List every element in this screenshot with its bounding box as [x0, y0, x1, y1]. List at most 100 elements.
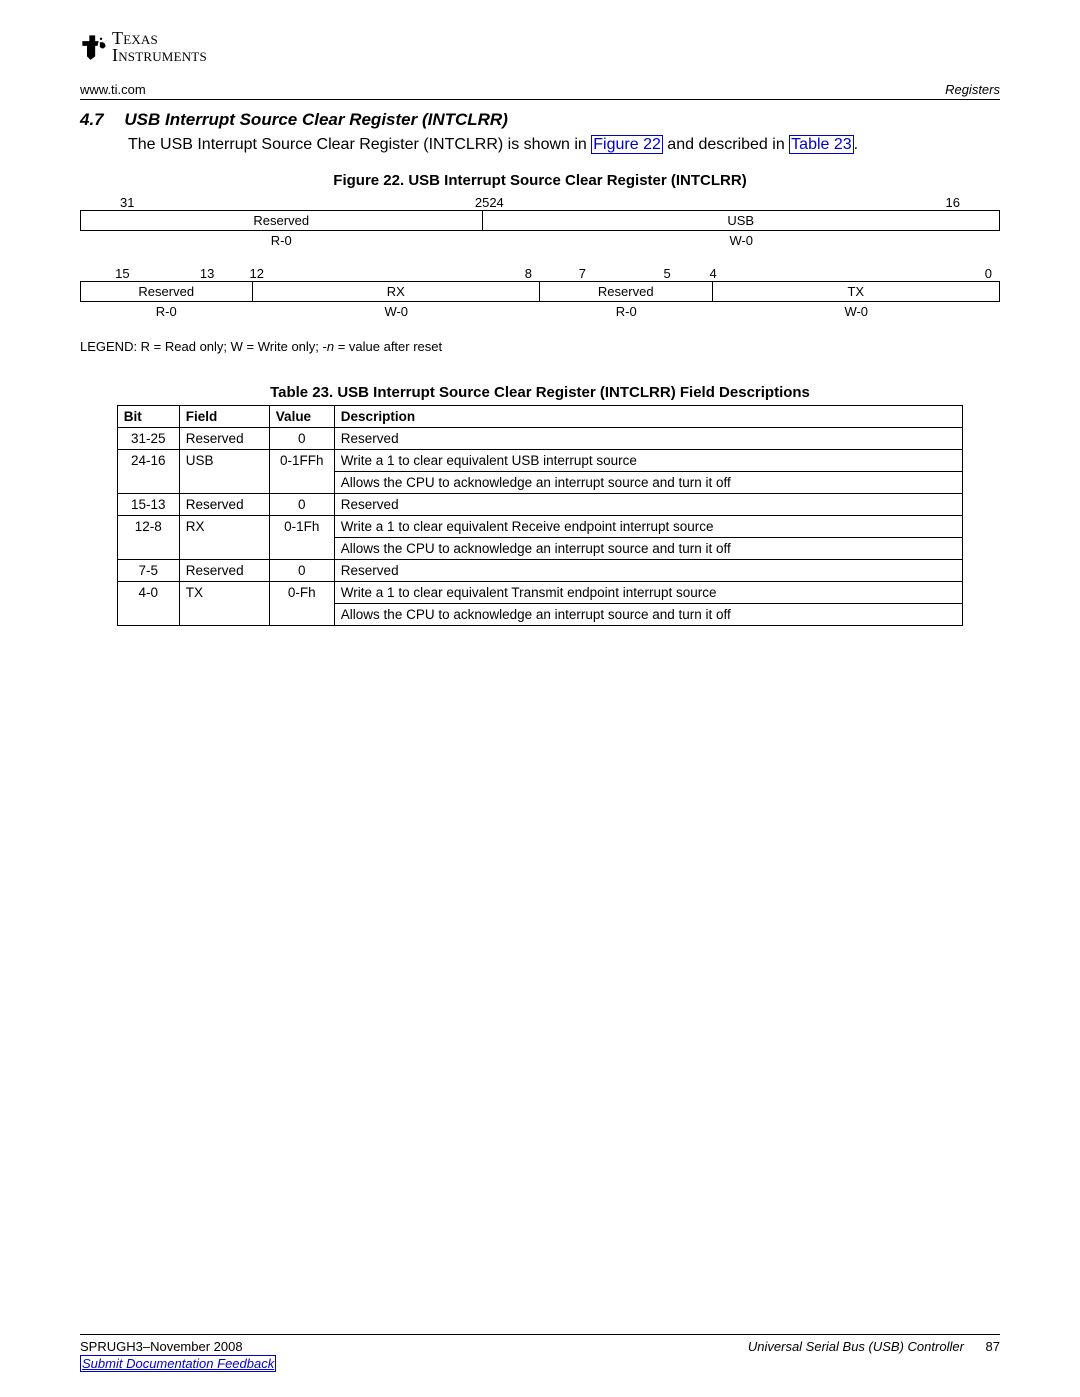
bit-15: 15 [80, 266, 165, 281]
legend-n: n [327, 339, 334, 354]
cell-value: 0-Fh [269, 582, 334, 626]
cell-value: 0-1Fh [269, 516, 334, 560]
bit-labels-row2: 15 13 12 8 7 5 4 0 [80, 266, 1000, 281]
cell-bit: 15-13 [117, 494, 179, 516]
footer-title-text: Universal Serial Bus (USB) Controller [748, 1339, 964, 1354]
bit-25: 25 [475, 195, 489, 210]
bit-5: 5 [625, 266, 710, 281]
footer-doc-id: SPRUGH3–November 2008 [80, 1339, 243, 1354]
cell-desc: Write a 1 to clear equivalent USB interr… [334, 450, 962, 472]
field-descriptions-table: Bit Field Value Description 31-25Reserve… [117, 405, 963, 626]
cell-bit: 4-0 [117, 582, 179, 626]
rw-reserved-31-25: R-0 [80, 231, 483, 248]
logo-line2: Instruments [112, 47, 207, 64]
cell-value: 0 [269, 560, 334, 582]
cell-field: Reserved [179, 560, 269, 582]
figure-title: Figure 22. USB Interrupt Source Clear Re… [80, 172, 1000, 189]
cell-field: RX [179, 516, 269, 560]
page-header: Texas Instruments [80, 30, 1000, 64]
bit-24: 24 [489, 195, 503, 210]
cell-bit: 7-5 [117, 560, 179, 582]
section-label: Registers [945, 82, 1000, 97]
cell-value: 0 [269, 428, 334, 450]
page-footer: SPRUGH3–November 2008 Universal Serial B… [80, 1334, 1000, 1371]
cell-desc: Reserved [334, 560, 962, 582]
section-heading: 4.7 USB Interrupt Source Clear Register … [80, 110, 1000, 130]
footer-doc-title: Universal Serial Bus (USB) Controller 87 [748, 1339, 1000, 1354]
cell-desc: Write a 1 to clear equivalent Transmit e… [334, 582, 962, 604]
footer-page-number: 87 [986, 1339, 1000, 1354]
cell-field: Reserved [179, 494, 269, 516]
cell-desc: Write a 1 to clear equivalent Receive en… [334, 516, 962, 538]
bit-31: 31 [80, 195, 475, 210]
cell-field: USB [179, 450, 269, 494]
cell-desc: Allows the CPU to acknowledge an interru… [334, 604, 962, 626]
legend-post: = value after reset [334, 339, 442, 354]
footer-rule [80, 1334, 1000, 1335]
table-row: 15-13Reserved0Reserved [117, 494, 962, 516]
bit-13: 13 [165, 266, 250, 281]
bit-8: 8 [391, 266, 540, 281]
cell-desc: Reserved [334, 494, 962, 516]
bit-7: 7 [540, 266, 625, 281]
cell-bit: 12-8 [117, 516, 179, 560]
rw-tx: W-0 [713, 302, 1001, 319]
cell-value: 0 [269, 494, 334, 516]
intro-post: . [854, 136, 858, 153]
header-url-row: www.ti.com Registers [80, 82, 1000, 97]
table-row: 31-25Reserved0Reserved [117, 428, 962, 450]
header-rule [80, 99, 1000, 100]
legend-pre: LEGEND: R = Read only; W = Write only; - [80, 339, 327, 354]
cell-desc: Reserved [334, 428, 962, 450]
bit-12: 12 [250, 266, 391, 281]
section-number: 4.7 [80, 110, 104, 129]
bit-4: 4 [710, 266, 851, 281]
footer-feedback-row: Submit Documentation Feedback [80, 1356, 1000, 1371]
bit-labels-row1: 31 25 24 16 [80, 195, 1000, 210]
table-header-row: Bit Field Value Description [117, 406, 962, 428]
bit-0: 0 [851, 266, 1000, 281]
ti-logo: Texas Instruments [80, 30, 207, 64]
cell-bit: 31-25 [117, 428, 179, 450]
register-row-1: 31 25 24 16 Reserved R-0 USB W-0 [80, 195, 1000, 248]
cell-desc: Allows the CPU to acknowledge an interru… [334, 538, 962, 560]
register-fields-row2: Reserved R-0 RX W-0 Reserved R-0 TX W-0 [80, 281, 1000, 319]
th-field: Field [179, 406, 269, 428]
register-fields-row1: Reserved R-0 USB W-0 [80, 210, 1000, 248]
field-usb: USB [483, 210, 1001, 231]
section-intro: The USB Interrupt Source Clear Register … [128, 136, 1000, 154]
feedback-link[interactable]: Submit Documentation Feedback [80, 1355, 276, 1372]
th-bit: Bit [117, 406, 179, 428]
table-row: 7-5Reserved0Reserved [117, 560, 962, 582]
cell-bit: 24-16 [117, 450, 179, 494]
rw-reserved-7-5: R-0 [540, 302, 713, 319]
th-description: Description [334, 406, 962, 428]
cell-field: Reserved [179, 428, 269, 450]
section-title-text: USB Interrupt Source Clear Register (INT… [124, 110, 508, 129]
field-reserved-7-5: Reserved [540, 281, 713, 302]
cell-value: 0-1FFh [269, 450, 334, 494]
field-rx: RX [253, 281, 541, 302]
intro-pre: The USB Interrupt Source Clear Register … [128, 136, 591, 153]
th-value: Value [269, 406, 334, 428]
figure-link[interactable]: Figure 22 [591, 135, 663, 154]
cell-field: TX [179, 582, 269, 626]
table-row: 12-8RX0-1FhWrite a 1 to clear equivalent… [117, 516, 962, 538]
figure-legend: LEGEND: R = Read only; W = Write only; -… [80, 339, 1000, 354]
rw-reserved-15-13: R-0 [80, 302, 253, 319]
intro-mid: and described in [663, 136, 789, 153]
bit-16: 16 [504, 195, 1000, 210]
table-link[interactable]: Table 23 [789, 135, 854, 154]
register-row-2: 15 13 12 8 7 5 4 0 Reserved R-0 RX W-0 R… [80, 266, 1000, 319]
ti-logo-icon [80, 33, 108, 61]
cell-desc: Allows the CPU to acknowledge an interru… [334, 472, 962, 494]
table-row: 24-16USB0-1FFhWrite a 1 to clear equival… [117, 450, 962, 472]
rw-rx: W-0 [253, 302, 541, 319]
field-reserved-15-13: Reserved [80, 281, 253, 302]
table-row: 4-0TX0-FhWrite a 1 to clear equivalent T… [117, 582, 962, 604]
ti-logo-text: Texas Instruments [112, 30, 207, 64]
site-url[interactable]: www.ti.com [80, 82, 146, 97]
table-title: Table 23. USB Interrupt Source Clear Reg… [80, 384, 1000, 401]
field-reserved-31-25: Reserved [80, 210, 483, 231]
rw-usb: W-0 [483, 231, 1001, 248]
